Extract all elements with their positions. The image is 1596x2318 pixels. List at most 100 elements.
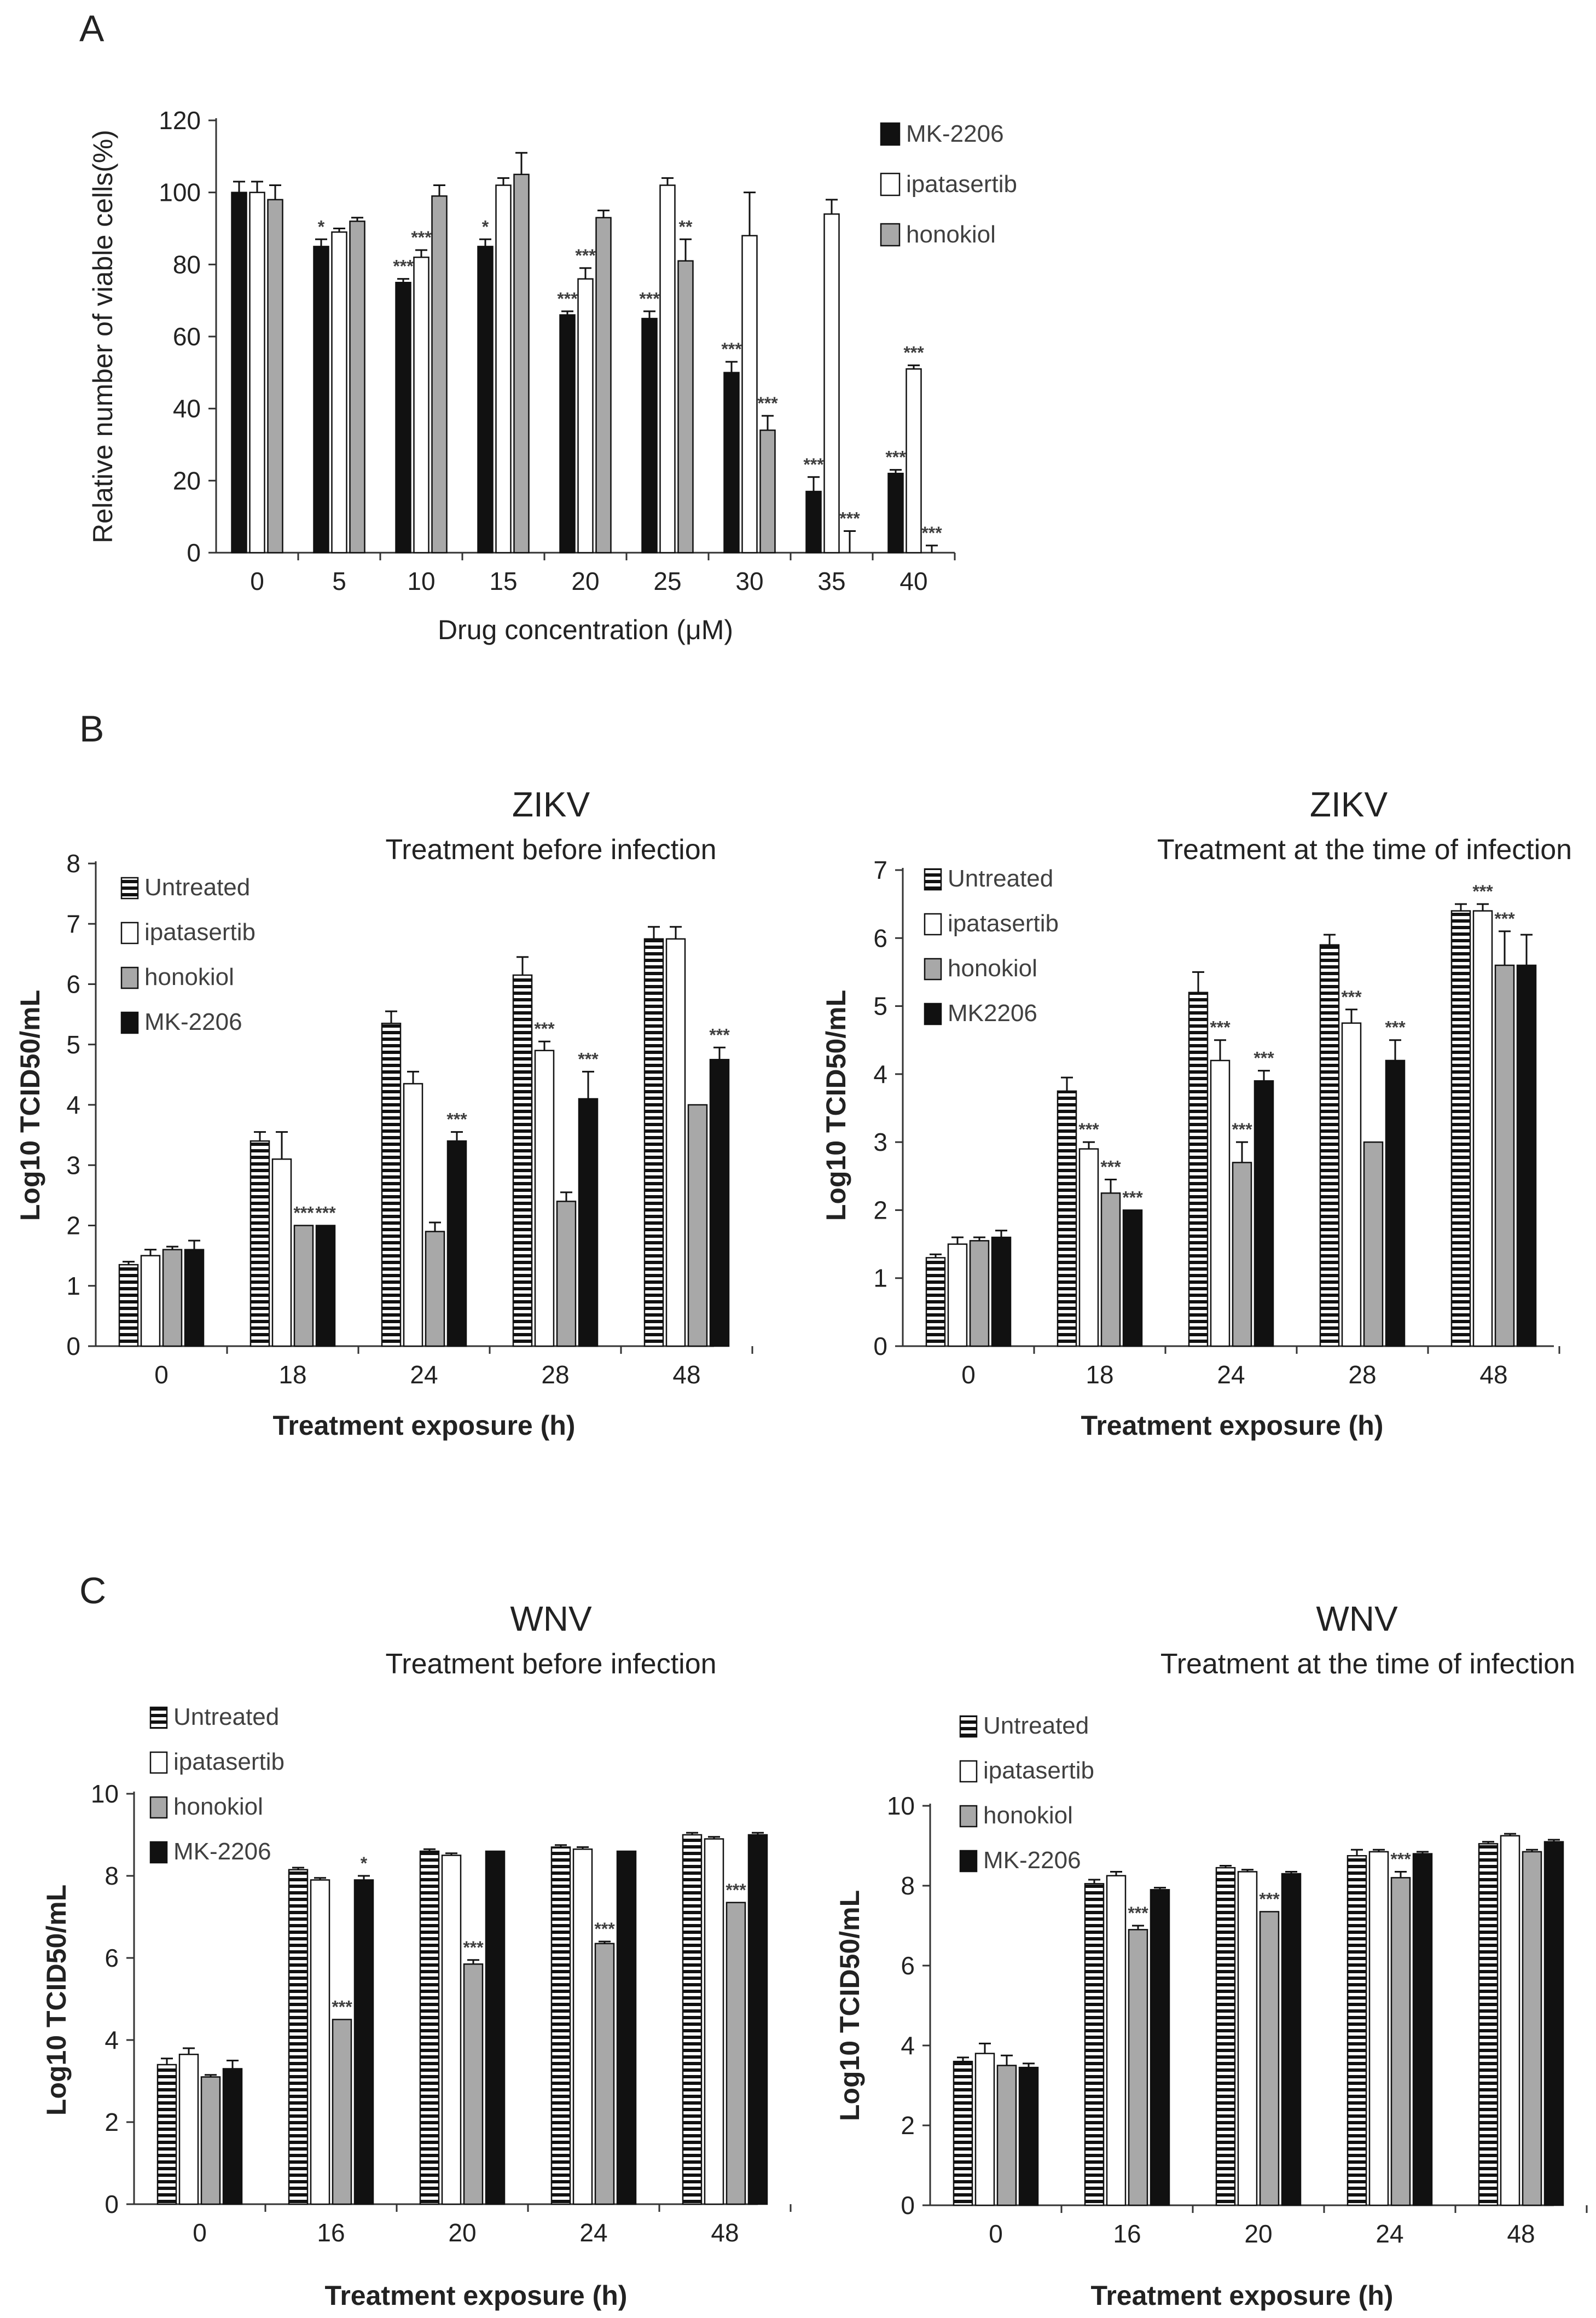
- x-tick-label: 0: [250, 567, 264, 595]
- bar: [1253, 1080, 1274, 1347]
- y-tick-label: 10: [887, 1792, 915, 1820]
- bar: [512, 974, 533, 1347]
- legend-swatch: [120, 1011, 139, 1034]
- y-axis-title: Log10 TCID50/mL: [834, 1890, 865, 2121]
- x-tick-label: 24: [1217, 1360, 1245, 1389]
- significance-stars: ***: [393, 257, 414, 276]
- y-tick-label: 6: [901, 1951, 915, 1980]
- bar: [969, 1240, 990, 1347]
- bar: [1281, 1873, 1302, 2206]
- bar: [315, 1225, 336, 1347]
- bar: [419, 1850, 440, 2205]
- y-tick-label: 4: [901, 2031, 915, 2060]
- y-tick-label: 0: [873, 1332, 887, 1360]
- bar: [704, 1838, 724, 2205]
- significance-stars: ***: [726, 1880, 746, 1900]
- significance-stars: ***: [757, 393, 778, 413]
- legend-swatch: [924, 1002, 942, 1025]
- y-tick-label: 3: [66, 1151, 80, 1179]
- y-tick-label: 8: [105, 1862, 119, 1890]
- significance-stars: ***: [575, 246, 596, 265]
- bar: [805, 490, 822, 554]
- chart-panel-0: A 0 20 40 60 80 100 120 0 5 * 10 *** *** 15 * 20 *** *** 25…: [79, 8, 1017, 645]
- x-tick-label: 48: [1479, 1360, 1507, 1389]
- legend: Untreated ipatasertib honokiol MK-2206: [149, 1703, 285, 1865]
- y-tick-label: 6: [105, 1944, 119, 1972]
- x-tick-label: 20: [1244, 2220, 1272, 2248]
- y-tick-label: 20: [173, 466, 201, 495]
- x-tick-label: 48: [672, 1360, 700, 1389]
- significance-stars: ***: [1385, 1018, 1406, 1038]
- significance-stars: ***: [903, 343, 924, 363]
- y-tick-label: 5: [66, 1030, 80, 1059]
- x-tick-label: 16: [1113, 2220, 1141, 2248]
- bar: [559, 314, 576, 554]
- significance-stars: *: [361, 1853, 368, 1873]
- x-tick-label: 28: [1348, 1360, 1376, 1389]
- significance-stars: ***: [885, 448, 906, 467]
- significance-stars: *: [482, 217, 489, 236]
- bar: [1232, 1162, 1252, 1347]
- bar: [887, 472, 904, 554]
- significance-stars: **: [679, 217, 693, 236]
- bar: [441, 1855, 462, 2205]
- bar: [249, 1140, 270, 1347]
- bar: [1390, 1877, 1411, 2206]
- bar: [1210, 1059, 1231, 1347]
- bar: [1363, 1141, 1384, 1347]
- legend-swatch: [880, 223, 901, 247]
- legend: Untreated ipatasertib honokiol MK2206: [924, 865, 1059, 1027]
- significance-stars: ***: [293, 1203, 314, 1223]
- legend: MK-2206 ipatasertib honokiol: [880, 120, 1017, 248]
- significance-stars: ***: [803, 455, 824, 474]
- bar: [577, 278, 594, 554]
- legend-label: honokiol: [173, 1793, 263, 1820]
- legend-label: honokiol: [983, 1802, 1073, 1829]
- bar: [723, 372, 740, 554]
- bar: [641, 317, 658, 554]
- bar: [140, 1255, 161, 1347]
- bar: [267, 199, 283, 554]
- bar: [200, 2076, 221, 2205]
- legend-label: Untreated: [173, 1703, 279, 1730]
- bar: [534, 1050, 555, 1347]
- legend-swatch: [120, 877, 139, 900]
- bar: [331, 231, 347, 554]
- x-tick-label: 18: [1086, 1360, 1113, 1389]
- legend-swatch: [149, 1706, 168, 1729]
- significance-stars: ***: [921, 523, 942, 543]
- y-tick-label: 0: [901, 2191, 915, 2220]
- x-tick-label: 24: [1376, 2220, 1403, 2248]
- bar: [1450, 910, 1471, 1347]
- chart-title: WNV: [1316, 1599, 1398, 1638]
- significance-stars: ***: [1100, 1157, 1121, 1177]
- panel-letter: A: [79, 8, 105, 49]
- bar: [1150, 1889, 1170, 2206]
- chart-title: WNV: [510, 1599, 592, 1638]
- bar: [747, 1834, 768, 2205]
- y-tick-label: 0: [105, 2190, 119, 2218]
- legend-swatch: [959, 1850, 978, 1873]
- significance-stars: ***: [1472, 882, 1493, 901]
- bar: [1494, 964, 1515, 1347]
- x-tick-label: 15: [489, 567, 517, 595]
- bar: [1319, 944, 1340, 1347]
- significance-stars: ***: [1128, 1903, 1148, 1923]
- y-tick-label: 40: [173, 395, 201, 423]
- legend-swatch: [959, 1805, 978, 1828]
- bar: [271, 1158, 292, 1347]
- bar: [759, 429, 776, 554]
- x-tick-label: 24: [410, 1360, 438, 1389]
- y-axis-title: Log10 TCID50/mL: [41, 1885, 72, 2116]
- bar: [425, 1231, 445, 1347]
- legend-swatch: [120, 922, 139, 944]
- y-tick-label: 5: [873, 992, 887, 1021]
- y-tick-label: 0: [66, 1332, 80, 1360]
- x-tick-label: 35: [817, 567, 845, 595]
- bar: [381, 1022, 402, 1347]
- bar: [906, 368, 922, 554]
- bar: [1543, 1841, 1564, 2206]
- bar: [1412, 1853, 1433, 2206]
- significance-stars: ***: [1253, 1048, 1274, 1068]
